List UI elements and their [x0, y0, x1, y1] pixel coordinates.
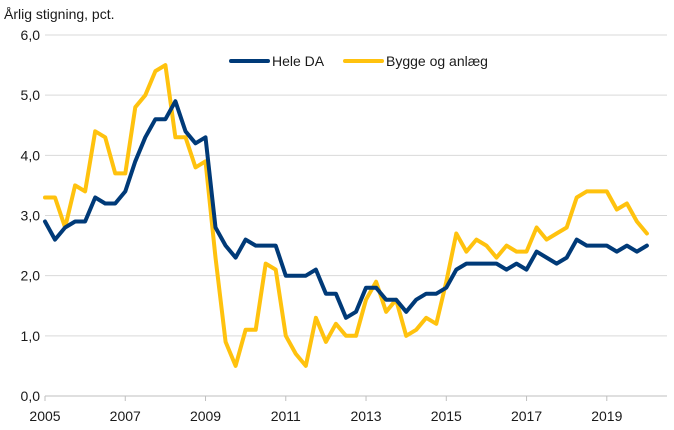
x-tick-label: 2011	[271, 408, 301, 424]
x-axis-ticks: 2005 2007 2009 2011 2013 2015 2017 2019	[29, 396, 623, 424]
y-tick-label: 1,0	[21, 328, 41, 344]
y-tick-label: 2,0	[21, 268, 41, 284]
x-tick-label: 2015	[431, 408, 462, 424]
gridlines	[45, 34, 667, 397]
x-tick-label: 2019	[591, 408, 622, 424]
legend-label: Bygge og anlæg	[386, 53, 488, 69]
series-line-bygge-og-anlaeg	[43, 63, 649, 368]
x-tick-label: 2017	[511, 408, 542, 424]
x-tick-label: 2013	[350, 408, 381, 424]
x-tick-label: 2005	[29, 408, 60, 424]
series-lines	[43, 63, 649, 368]
y-axis-title: Årlig stigning, pct.	[4, 6, 115, 22]
y-tick-label: 4,0	[21, 147, 41, 163]
legend: Hele DA Bygge og anlæg	[229, 53, 488, 69]
y-axis-ticks: 0,0 1,0 2,0 3,0 4,0 5,0 6,0	[21, 27, 41, 404]
x-tick-label: 2007	[110, 408, 141, 424]
legend-label: Hele DA	[272, 53, 325, 69]
x-tick-label: 2009	[190, 408, 221, 424]
y-tick-label: 3,0	[21, 208, 41, 224]
y-tick-label: 5,0	[21, 87, 41, 103]
y-tick-label: 0,0	[21, 388, 41, 404]
series-line-hele-da	[43, 99, 649, 320]
y-tick-label: 6,0	[21, 27, 41, 43]
